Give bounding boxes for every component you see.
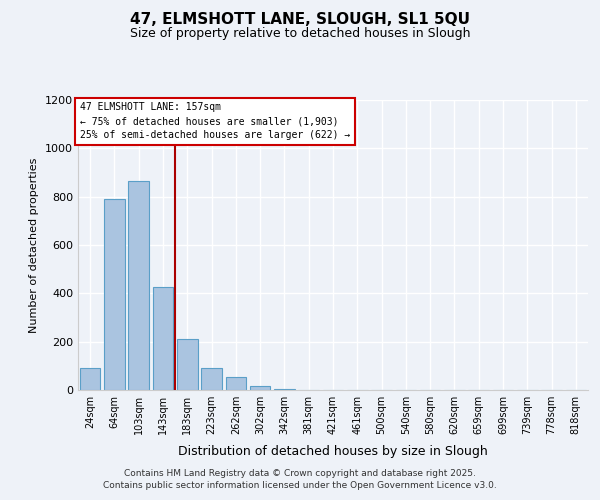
Text: Contains public sector information licensed under the Open Government Licence v3: Contains public sector information licen… (103, 481, 497, 490)
Bar (250, 386, 271, 390)
Text: 47, ELMSHOTT LANE, SLOUGH, SL1 5QU: 47, ELMSHOTT LANE, SLOUGH, SL1 5QU (130, 12, 470, 28)
Bar (226, 378, 246, 390)
Bar (201, 368, 222, 390)
Text: 47 ELMSHOTT LANE: 157sqm
← 75% of detached houses are smaller (1,903)
25% of sem: 47 ELMSHOTT LANE: 157sqm ← 75% of detach… (80, 102, 350, 141)
Text: Size of property relative to detached houses in Slough: Size of property relative to detached ho… (130, 28, 470, 40)
X-axis label: Distribution of detached houses by size in Slough: Distribution of detached houses by size … (178, 446, 488, 458)
Bar (177, 339, 197, 390)
Y-axis label: Number of detached properties: Number of detached properties (29, 158, 40, 332)
Bar (80, 368, 100, 390)
Bar (104, 199, 125, 390)
Bar (274, 389, 295, 390)
Bar (152, 288, 173, 390)
Bar (128, 181, 149, 390)
Text: Contains HM Land Registry data © Crown copyright and database right 2025.: Contains HM Land Registry data © Crown c… (124, 468, 476, 477)
